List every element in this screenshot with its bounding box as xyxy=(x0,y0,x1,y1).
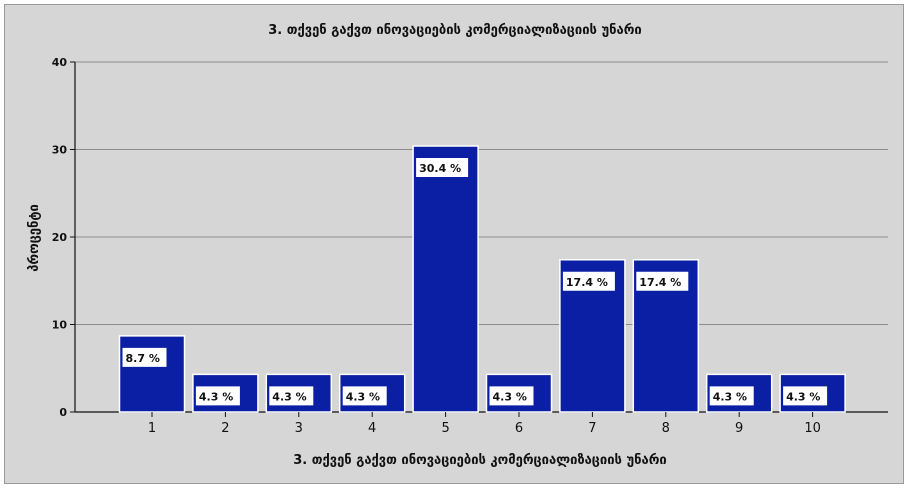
data-label-box xyxy=(122,347,167,367)
y-tick-label: 0 xyxy=(59,406,67,419)
data-label: 4.3 % xyxy=(713,390,747,403)
x-tick-label: 9 xyxy=(735,421,743,436)
x-tick-label: 3 xyxy=(295,421,303,436)
data-labels: 8.7 % 4.3 % 4.3 % 4.3 % 30.4 % 4.3 % 17.4 % 17.… xyxy=(122,158,828,406)
y-tick-label: 20 xyxy=(52,231,68,244)
y-tick-label: 40 xyxy=(52,56,68,69)
data-label: 4.3 % xyxy=(272,390,306,403)
data-label-box xyxy=(195,386,240,406)
bars xyxy=(118,145,846,413)
data-label: 4.3 % xyxy=(346,390,380,403)
x-axis-title: 3. თქვენ გაქვთ ინოვაციების კომერციალიზაც… xyxy=(293,453,667,468)
data-label: 8.7 % xyxy=(126,352,160,365)
x-axis-ticks: 1 2 3 4 5 6 7 8 9 10 xyxy=(148,412,821,436)
data-label-box xyxy=(489,386,534,406)
x-tick-label: 5 xyxy=(441,421,449,436)
data-label: 30.4 % xyxy=(419,162,461,175)
x-tick-label: 2 xyxy=(221,421,229,436)
x-tick-label: 1 xyxy=(148,421,156,436)
x-tick-label: 4 xyxy=(368,421,376,436)
chart-title: 3. თქვენ გაქვთ ინოვაციების კომერციალიზაც… xyxy=(268,23,642,38)
data-label: 4.3 % xyxy=(199,390,233,403)
bar-1 xyxy=(118,335,186,413)
y-axis-ticks: 0 10 20 30 40 xyxy=(52,56,75,419)
data-label-box xyxy=(342,386,387,406)
data-label: 4.3 % xyxy=(493,390,527,403)
data-label-box xyxy=(709,386,754,406)
data-label-box xyxy=(269,386,314,406)
y-tick-label: 30 xyxy=(52,144,68,157)
data-label-box xyxy=(636,271,689,291)
bar-5 xyxy=(412,145,479,413)
data-label: 17.4 % xyxy=(566,276,608,289)
data-label-box xyxy=(416,158,469,177)
data-label-box xyxy=(783,386,828,406)
x-tick-label: 6 xyxy=(515,421,523,436)
y-tick-label: 10 xyxy=(52,319,68,332)
y-axis-title: პროცენტი xyxy=(27,204,42,272)
x-tick-label: 7 xyxy=(588,421,596,436)
data-label: 17.4 % xyxy=(639,276,681,289)
data-label-box xyxy=(562,271,615,291)
data-label: 4.3 % xyxy=(786,390,820,403)
x-tick-label: 8 xyxy=(662,421,670,436)
grid-lines xyxy=(75,61,888,325)
x-tick-label: 10 xyxy=(804,421,821,436)
